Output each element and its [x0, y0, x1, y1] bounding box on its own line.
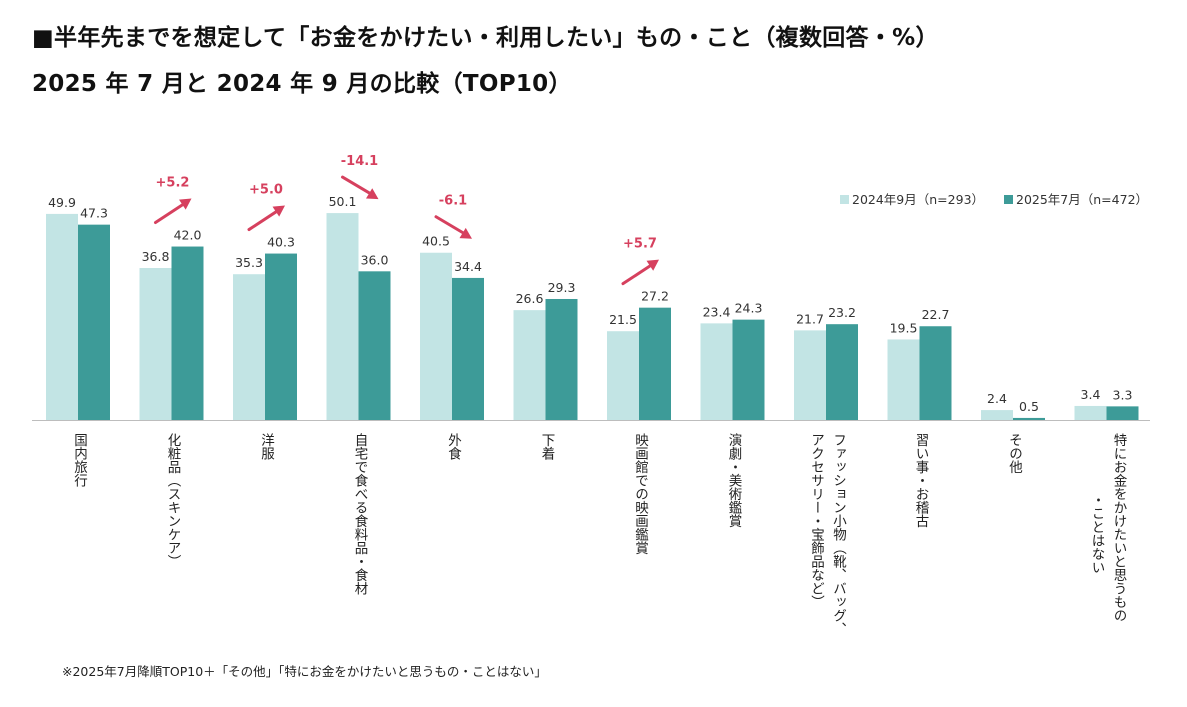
change-arrowhead: [272, 205, 285, 217]
data-label: 42.0: [174, 228, 202, 243]
category-label: 自宅で食べる食料品・食材: [352, 433, 369, 596]
bar-2025: [919, 326, 952, 420]
data-label: 21.5: [609, 312, 637, 327]
category-label: その他: [1006, 433, 1023, 475]
bar-2025: [1013, 417, 1045, 420]
category-label: 映画館での映画鑑賞: [632, 433, 649, 556]
data-label: 26.6: [516, 291, 544, 306]
data-label: 34.4: [454, 259, 482, 274]
category-label: アクセサリー・宝飾品など）: [808, 433, 825, 609]
bar-2025: [545, 298, 578, 420]
data-label: 19.5: [890, 320, 918, 335]
category-label: 国内旅行: [71, 433, 88, 488]
category-label: 外食: [445, 433, 462, 461]
bar-2025: [826, 324, 858, 420]
bar-2024: [420, 252, 452, 420]
bar-2024: [1074, 405, 1107, 420]
chart-title-line2: 2025 年 7 月と 2024 年 9 月の比較（TOP10）: [32, 71, 572, 97]
data-label: 29.3: [548, 280, 576, 295]
data-label: 24.3: [735, 301, 763, 316]
legend-swatch-2025: [1004, 195, 1013, 204]
data-label: 21.7: [796, 311, 824, 326]
data-label: 27.2: [641, 289, 669, 304]
bar-2025: [171, 246, 204, 420]
bar-2025: [265, 253, 297, 420]
change-arrow: [434, 215, 470, 238]
legend-label-2025: 2025年7月（n=472）: [1016, 192, 1148, 207]
data-label: 22.7: [922, 307, 950, 322]
data-label: 47.3: [80, 206, 108, 221]
change-label: +5.0: [249, 183, 283, 198]
change-label: +5.2: [156, 176, 190, 191]
change-arrow: [341, 175, 376, 198]
data-label: 35.3: [235, 255, 263, 270]
bar-2024: [981, 410, 1013, 420]
category-label: 下着: [539, 433, 556, 460]
category-label: 特にお金をかけたいと思うもの: [1111, 433, 1128, 623]
change-label: -6.1: [439, 194, 467, 209]
bar-2025: [732, 319, 765, 420]
data-label: 23.4: [703, 304, 731, 319]
data-label: 0.5: [1019, 399, 1039, 414]
legend-swatch-2024: [840, 195, 849, 204]
category-label: 習い事・お稽古: [913, 433, 930, 528]
bar-2025: [78, 224, 110, 420]
chart-title-line1: ■半年先までを想定して「お金をかけたい・利用したい」もの・こと（複数回答・%）: [32, 25, 939, 51]
bar-2025: [358, 271, 391, 420]
bar-2024: [700, 323, 733, 420]
data-label: 50.1: [329, 194, 357, 209]
data-label: 3.4: [1081, 387, 1101, 402]
category-label: 洋服: [258, 433, 275, 461]
change-arrowhead: [365, 188, 379, 200]
data-label: 40.3: [267, 235, 295, 250]
bar-2025: [452, 277, 484, 420]
bar-2024: [46, 213, 78, 420]
change-arrow: [247, 207, 283, 232]
bar-2024: [139, 268, 172, 420]
legend-label-2024: 2024年9月（n=293）: [852, 192, 984, 207]
category-label: ・ことはない: [1089, 493, 1105, 574]
data-label: 23.2: [828, 305, 856, 320]
footnote: ※2025年7月降順TOP10＋「その他」「特にお金をかけたいと思うもの・ことは…: [62, 664, 547, 679]
change-arrowhead: [646, 259, 659, 271]
bar-2025: [639, 307, 671, 420]
bar-2025: [1106, 406, 1139, 420]
bar-2024: [607, 331, 639, 420]
data-label: 49.9: [48, 195, 76, 210]
data-label: 40.5: [422, 234, 450, 249]
data-label: 2.4: [987, 391, 1007, 406]
data-label: 36.0: [361, 252, 389, 267]
change-arrow: [154, 200, 189, 225]
change-arrowhead: [179, 198, 192, 210]
data-label: 36.8: [142, 249, 170, 264]
change-arrowhead: [459, 227, 472, 239]
category-label: 化粧品（スキンケア）: [165, 433, 182, 568]
change-arrow: [621, 261, 657, 286]
bar-2024: [887, 339, 920, 420]
bar-2024: [794, 330, 826, 420]
bar-2024: [513, 310, 546, 420]
change-label: -14.1: [341, 154, 378, 169]
change-label: +5.7: [623, 237, 657, 252]
category-label: 演劇・美術鑑賞: [726, 433, 743, 529]
bar-2024: [233, 274, 265, 420]
data-label: 3.3: [1113, 387, 1133, 402]
category-label: ファッション小物（靴、バッグ、: [830, 433, 847, 636]
bar-2024: [326, 213, 359, 420]
